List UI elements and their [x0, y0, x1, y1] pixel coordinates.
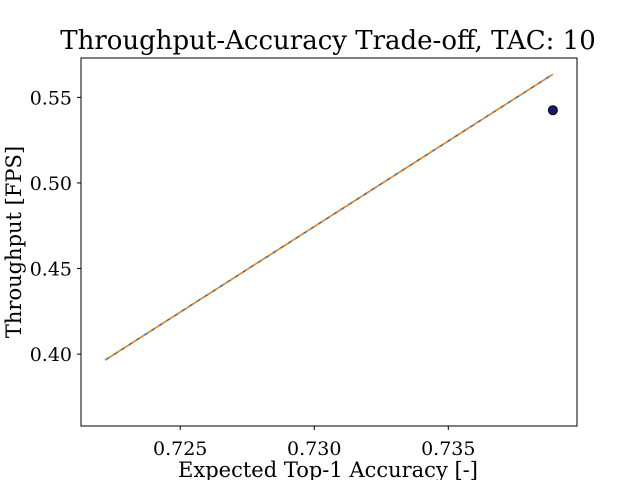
y-axis-label: Throughput [FPS] [2, 146, 26, 338]
points-layer [547, 105, 558, 116]
y-tick-label: 0.45 [30, 259, 72, 281]
y-tick-label: 0.55 [30, 87, 72, 109]
plot-frame [80, 57, 578, 427]
y-tick-label: 0.40 [30, 344, 72, 366]
chart-title: Throughput-Accuracy Trade-off, TAC: 10 [60, 26, 596, 56]
y-axis: 0.40 0.45 0.50 0.55 [30, 87, 81, 366]
x-axis-label: Expected Top-1 Accuracy [-] [178, 458, 478, 480]
plot-area [80, 57, 578, 427]
series-line-1 [104, 73, 554, 361]
lines-layer [104, 73, 554, 361]
y-tick-label: 0.50 [30, 173, 72, 195]
x-tick-label: 0.735 [421, 438, 475, 460]
x-axis: 0.725 0.730 0.735 [153, 426, 476, 460]
x-tick-label: 0.730 [287, 438, 341, 460]
x-tick-label: 0.725 [153, 438, 207, 460]
data-point-0 [547, 105, 558, 116]
